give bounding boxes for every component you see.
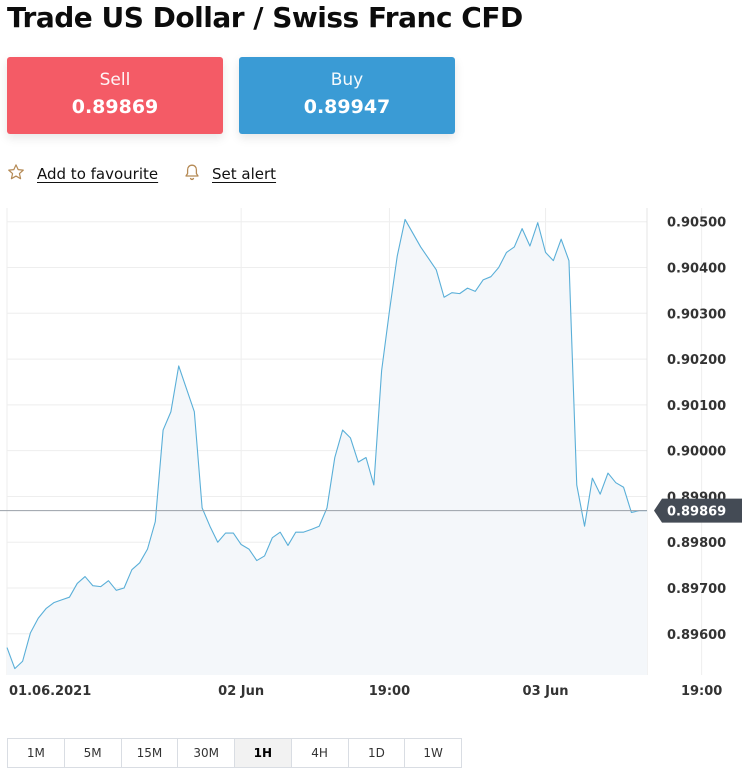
x-tick-label: 19:00 (681, 684, 722, 699)
x-tick-label: 19:00 (369, 684, 410, 699)
page-title: Trade US Dollar / Swiss Franc CFD (7, 1, 523, 34)
timeframe-1w-button[interactable]: 1W (423, 746, 443, 760)
timeframe-selector: 1M 5M 15M 30M 1H 4H 1D 1W (7, 738, 462, 768)
timeframe-1m-button[interactable]: 1M (8, 739, 65, 767)
y-tick-label: 0.89800 (667, 536, 726, 551)
timeframe-1h-button[interactable]: 1H (235, 739, 292, 767)
x-tick-label: 02 Jun (218, 684, 264, 699)
y-tick-label: 0.90500 (667, 216, 726, 231)
sell-label: Sell (99, 70, 131, 90)
current-price-label: 0.89869 (667, 505, 726, 520)
star-icon (7, 163, 25, 185)
sell-button[interactable]: Sell 0.89869 (7, 57, 223, 134)
y-tick-label: 0.90100 (667, 399, 726, 414)
y-tick-label: 0.89600 (667, 628, 726, 643)
timeframe-15m-button[interactable]: 15M (122, 739, 179, 767)
y-tick-label: 0.90300 (667, 307, 726, 322)
timeframe-30m-button[interactable]: 30M (178, 739, 235, 767)
y-tick-label: 0.90400 (667, 262, 726, 277)
y-tick-label: 0.89700 (667, 582, 726, 597)
price-area (7, 219, 647, 675)
alert-label: Set alert (212, 165, 277, 183)
buy-button[interactable]: Buy 0.89947 (239, 57, 455, 134)
x-tick-label: 01.06.2021 (9, 684, 91, 699)
y-tick-label: 0.90200 (667, 353, 726, 368)
y-tick-label: 0.90000 (667, 445, 726, 460)
set-alert-link[interactable]: Set alert (184, 164, 276, 184)
timeframe-4h-button[interactable]: 4H (292, 739, 349, 767)
add-to-favourite-link[interactable]: Add to favourite (7, 164, 158, 184)
timeframe-1d-button[interactable]: 1D (349, 739, 406, 767)
price-chart[interactable]: 0.90500 0.90400 0.90300 0.90200 0.90100 0.900… (0, 205, 745, 705)
price-line (6, 218, 647, 670)
current-price-marker (654, 498, 742, 523)
x-tick-label: 03 Jun (523, 684, 569, 699)
timeframe-5m-button[interactable]: 5M (65, 739, 122, 767)
sell-price: 0.89869 (71, 96, 159, 118)
buy-label: Buy (330, 70, 364, 90)
favourite-label: Add to favourite (37, 165, 159, 183)
buy-price: 0.89947 (303, 96, 391, 118)
bell-icon (184, 163, 200, 185)
